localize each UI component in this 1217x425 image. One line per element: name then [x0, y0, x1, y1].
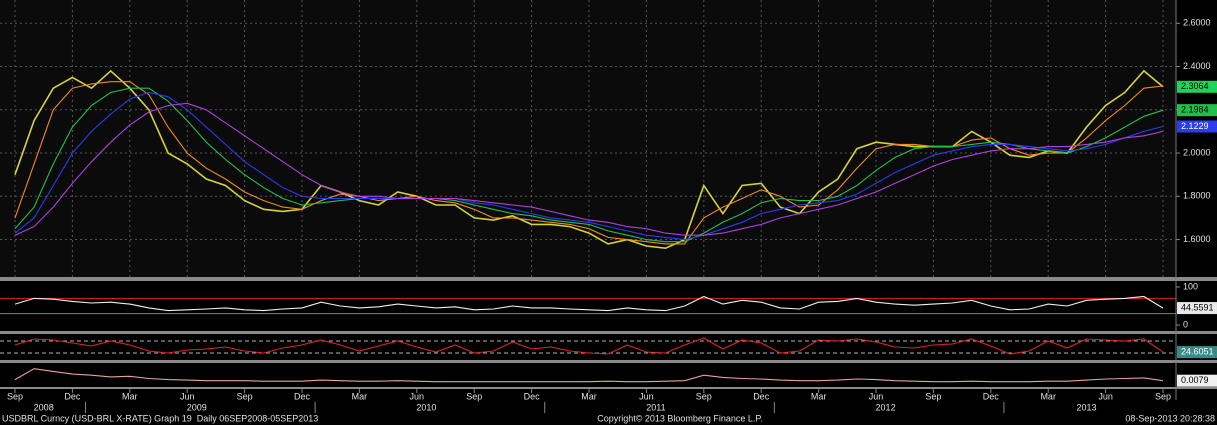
x-tick-label: Jun: [869, 391, 884, 401]
last-value-box: [1177, 104, 1217, 117]
x-tick-label: Mar: [1040, 391, 1056, 401]
y-tick-label: 2.4000: [1183, 61, 1211, 71]
x-tick-label: Sep: [925, 391, 941, 401]
series-line: [14, 295, 1164, 312]
series-line: [14, 81, 1164, 245]
x-tick-label: Jun: [1098, 391, 1113, 401]
last-value-box: [1177, 346, 1217, 359]
y-tick-label: 1.8000: [1183, 191, 1211, 201]
y-tick-label: 0: [1183, 319, 1188, 329]
year-label: 2008: [34, 402, 54, 412]
last-value-label: 2.1229: [1181, 121, 1209, 131]
year-label: 2010: [416, 402, 436, 412]
x-tick-label: Mar: [581, 391, 597, 401]
x-tick-label: Jun: [410, 391, 425, 401]
footer-left: USDBRL Curncy (USD-BRL X-RATE) Graph 19 …: [2, 413, 318, 423]
footer-right: 08-Sep-2013 20:28:38: [1125, 413, 1215, 423]
y-tick-label: 2.6000: [1183, 18, 1211, 28]
last-value-box: [1177, 80, 1217, 93]
x-tick-label: Dec: [64, 391, 81, 401]
last-value-box: [1177, 302, 1217, 315]
x-tick-label: Mar: [352, 391, 368, 401]
series-line: [14, 102, 1164, 236]
series-line: [14, 337, 1164, 355]
x-tick-label: Mar: [811, 391, 827, 401]
year-label: 2012: [876, 402, 896, 412]
footer-center: Copyright© 2013 Bloomberg Finance L.P.: [597, 413, 763, 423]
last-value-label: 2.3064: [1181, 81, 1209, 91]
series-line: [14, 368, 1164, 383]
x-tick-label: Sep: [696, 391, 712, 401]
x-tick-label: Dec: [753, 391, 770, 401]
last-value-box: [1177, 374, 1217, 387]
last-value-label: 0.0079: [1181, 375, 1209, 385]
y-tick-label: 1.6000: [1183, 234, 1211, 244]
year-label: 2013: [1076, 402, 1096, 412]
last-value-label: 24.6051: [1181, 346, 1214, 356]
y-tick-label: 2.0000: [1183, 147, 1211, 157]
x-tick-label: Sep: [7, 391, 23, 401]
x-tick-label: Sep: [1155, 391, 1171, 401]
panel-separator: [0, 360, 1217, 363]
series-line: [14, 69, 1164, 250]
year-label: 2011: [646, 402, 665, 412]
panel-separator: [0, 387, 1217, 389]
series-line: [14, 91, 1164, 241]
last-value-box: [1177, 120, 1217, 133]
panel-separator: [0, 277, 1217, 281]
x-tick-label: Jun: [639, 391, 654, 401]
x-tick-label: Sep: [237, 391, 253, 401]
x-tick-label: Dec: [983, 391, 1000, 401]
x-tick-label: Dec: [294, 391, 311, 401]
year-label: 2009: [187, 402, 207, 412]
y-tick-label: 100: [1183, 281, 1198, 291]
last-value-label: 44.5591: [1181, 302, 1214, 312]
x-tick-label: Dec: [524, 391, 541, 401]
series-line: [14, 87, 1164, 243]
panel-separator: [0, 331, 1217, 334]
last-value-label: 2.1984: [1181, 105, 1209, 115]
x-tick-label: Mar: [122, 391, 138, 401]
x-tick-label: Jun: [180, 391, 195, 401]
x-tick-label: Sep: [466, 391, 482, 401]
